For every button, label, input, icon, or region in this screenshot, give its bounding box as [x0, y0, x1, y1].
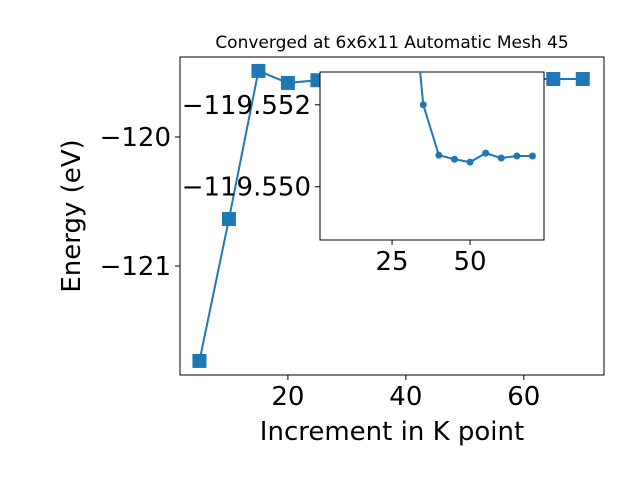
- data-point: [280, 75, 295, 90]
- data-point: [528, 152, 536, 160]
- y-tick-label: −120: [100, 123, 171, 153]
- x-tick-label: 20: [271, 382, 304, 412]
- data-point: [419, 101, 427, 109]
- data-point: [497, 154, 505, 162]
- data-point: [450, 155, 458, 163]
- plot-area: [319, 71, 545, 241]
- plot-layer: [419, 72, 536, 166]
- x-tick-label: 40: [389, 382, 422, 412]
- data-point: [435, 151, 443, 159]
- y-tick-label: −121: [100, 252, 171, 282]
- data-point: [221, 212, 236, 227]
- data-point: [513, 152, 521, 160]
- y-tick-label: −119.552: [182, 91, 311, 121]
- x-axis-label: Increment in K point: [260, 417, 524, 447]
- chart-title: Converged at 6x6x11 Automatic Mesh 45: [215, 33, 568, 53]
- data-point: [192, 353, 207, 368]
- data-point: [482, 149, 490, 157]
- data-line: [419, 72, 533, 164]
- data-point: [575, 72, 590, 87]
- y-tick-label: −119.550: [182, 173, 311, 203]
- x-tick-label: 25: [376, 247, 409, 277]
- data-point: [466, 158, 474, 166]
- x-tick-label: 60: [507, 382, 540, 412]
- data-point: [546, 72, 561, 87]
- data-point: [251, 63, 266, 78]
- y-axis-label: Energy (eV): [57, 139, 87, 292]
- x-tick-label: 50: [454, 247, 487, 277]
